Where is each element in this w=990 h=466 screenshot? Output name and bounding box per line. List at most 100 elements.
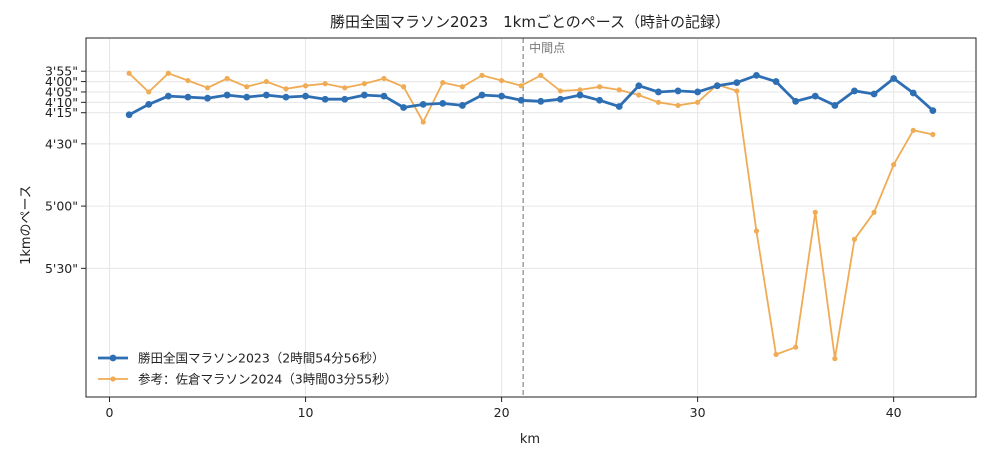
data-point [576,91,584,99]
y-tick-label: 5'00" [45,199,78,214]
data-point [381,75,387,82]
chart-title: 勝田全国マラソン2023 1kmごとのペース（時計の記録） [330,13,730,31]
data-point [126,70,132,76]
data-point [557,95,564,103]
data-point [597,84,603,90]
data-point [341,95,349,103]
data-point [224,75,230,82]
data-point [616,87,622,93]
data-point [851,87,858,95]
y-tick-label: 4'00" [45,74,78,89]
data-point [577,87,583,93]
series-1 [125,71,937,119]
legend: 勝田全国マラソン2023（2時間54分56秒） 参考：佐倉マラソン2024（3時間… [98,351,397,387]
data-point [263,78,269,85]
data-point [636,92,642,98]
data-point [440,80,446,86]
y-axis-label: 1kmのペース [19,185,34,265]
data-point [635,82,643,90]
data-point [145,101,153,108]
data-point [459,84,465,90]
data-point [792,97,800,105]
data-point [184,93,192,101]
data-point [185,77,191,84]
data-point [812,209,818,215]
data-point [243,93,251,101]
x-tick-label: 30 [690,405,706,420]
x-tick-label: 10 [298,405,314,420]
data-point [400,84,407,90]
y-tick-label: 3'55" [45,64,78,79]
data-point [773,351,779,358]
data-point [302,92,309,100]
data-point [695,99,701,105]
legend-label: 参考：佐倉マラソン2024（3時間03分55秒） [138,372,397,387]
plot-frame [85,37,977,398]
legend-label: 勝田全国マラソン2023（2時間54分56秒） [138,351,385,366]
y-tick-label: 4'05" [45,84,78,99]
data-point [753,71,760,79]
x-tick-label: 20 [494,405,510,420]
y-tick-label: 4'15" [45,105,78,120]
data-point [420,119,426,125]
data-point [930,131,936,138]
data-point [674,87,682,95]
data-point [204,85,211,91]
data-point [204,94,211,102]
data-point [615,103,623,110]
data-point [557,88,564,94]
data-point [478,91,486,99]
legend-marker [109,354,117,362]
data-point [380,92,388,100]
data-point [831,102,839,109]
x-tick-label: 0 [106,405,114,420]
data-point [537,97,545,105]
data-point [870,90,878,98]
data-point [733,79,741,87]
data-point [694,88,702,96]
data-point [655,99,662,105]
data-point [244,84,250,90]
x-axis-label: km [520,432,540,447]
data-point [811,92,819,100]
data-point [322,81,328,87]
data-point [753,228,760,234]
y-tick-label: 4'10" [45,95,78,110]
data-point [439,99,447,107]
data-point [871,209,877,215]
data-point [360,91,368,99]
data-point [458,102,466,109]
x-tick-label: 40 [886,405,902,420]
data-point [832,356,838,362]
data-point [675,102,681,109]
data-point [929,107,937,115]
data-point [262,91,270,99]
data-point [283,86,289,92]
data-point [419,101,427,108]
halfway-label: 中間点 [529,40,565,55]
data-point [342,85,348,91]
data-point [734,88,740,94]
data-point [165,70,171,76]
data-point [146,89,152,95]
data-point [713,82,721,90]
data-point [890,75,898,82]
data-point [851,236,858,242]
legend-marker [110,376,116,382]
data-point [321,95,329,103]
y-tick-label: 4'30" [45,136,78,151]
axis-ticks: 0 10 20 30 40 3'55"4'00"4'05"4'10"4'15" 4'30" 5… [45,64,902,420]
data-point [891,161,897,168]
data-point [655,88,662,96]
plot-marks: 中間点 [125,38,937,397]
data-point [125,111,133,119]
data-point [498,92,505,100]
data-point [302,83,309,89]
series-line [128,72,934,360]
data-point [498,77,505,84]
data-point [518,83,524,89]
data-point [164,92,172,100]
